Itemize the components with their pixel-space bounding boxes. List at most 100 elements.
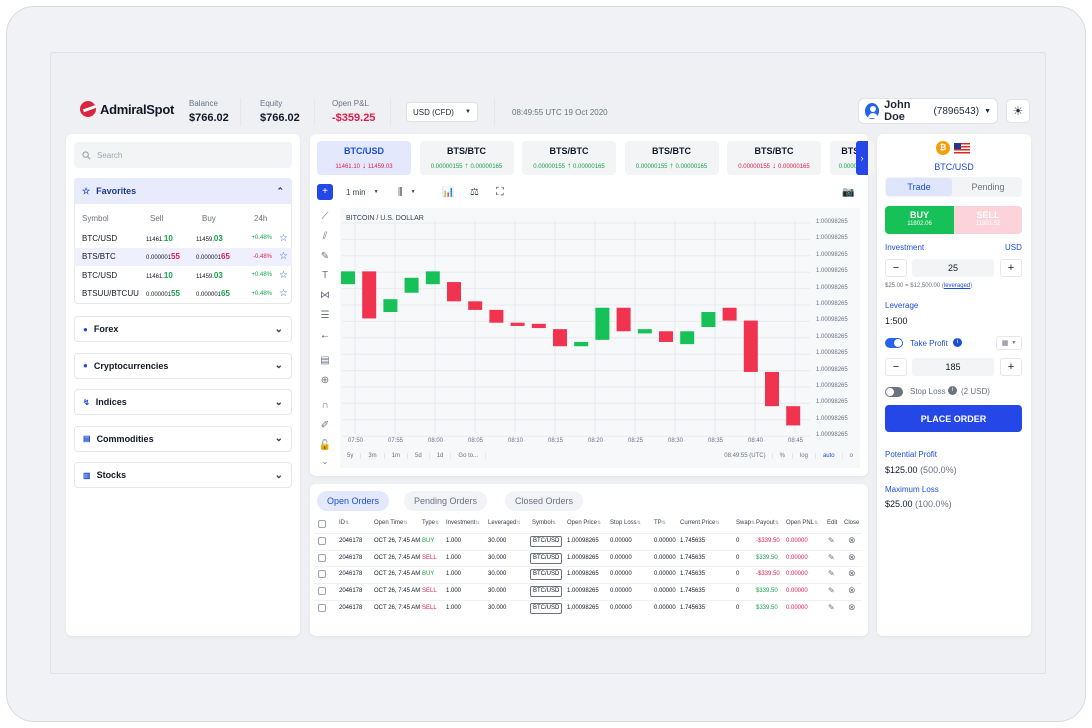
column-header[interactable]: Current Price⇅ [680,520,720,526]
column-header[interactable]: Leveraged⇅ [488,520,521,526]
ticker-card[interactable]: BTC/USD 11461.10 ↓ 11459.03 [317,141,411,175]
edit-icon[interactable]: ✎ [828,602,835,612]
zoom-in-icon[interactable]: ⊕ [320,375,330,386]
leveraged-link[interactable]: leveraged [943,283,971,289]
buy-button[interactable]: BUY 11802.06 [885,206,954,234]
info-icon[interactable]: i [948,386,957,395]
place-order-button[interactable]: PLACE ORDER [885,405,1022,432]
fullscreen-button[interactable]: ⛶ [496,184,504,200]
tab-pending-orders[interactable]: Pending Orders [404,491,488,511]
measure-tool-icon[interactable]: ▤ [320,355,330,366]
ticker-card[interactable]: BTS/BTC 0.00000155 ↑ 0.00000165 [419,141,514,175]
candle[interactable] [553,329,567,347]
fib-tool-icon[interactable]: ☰ [320,310,330,321]
candle[interactable] [574,341,589,347]
column-header[interactable]: Payout⇅ [756,520,779,526]
logo[interactable]: AdmiralSpot [80,101,174,117]
cell-sym[interactable]: BTC/USD [530,602,563,614]
arrow-left-icon[interactable]: ← [320,330,330,341]
ticker-next-button[interactable]: › [856,141,868,175]
row-checkbox[interactable] [318,587,326,596]
category-cryptocurrencies[interactable]: ● Cryptocurrencies ⌄ [74,352,292,379]
brush-tool-icon[interactable]: ✎ [320,251,330,262]
candle[interactable] [786,406,801,426]
column-header[interactable]: Open Time⇅ [374,520,408,526]
candle[interactable] [447,282,461,302]
range-button[interactable]: 1m [385,453,409,459]
interval-select[interactable]: 1 min ▼ [346,184,379,200]
user-menu[interactable]: John Doe (7896543) ▼ [858,98,998,124]
close-icon[interactable]: ⊗ [848,601,856,612]
candle[interactable] [722,307,737,321]
chart-option-button[interactable]: auto [814,453,842,459]
lock-icon[interactable]: 🔓 [318,440,332,451]
info-icon[interactable]: i [953,338,962,347]
take-profit-decrement-button[interactable]: − [885,358,907,376]
column-header[interactable]: Stop Loss⇅ [610,520,641,526]
favorite-row[interactable]: BTSUU/BTCUU 0.00000155 0.00000165 +0.48% ☆ [74,285,292,303]
column-header[interactable]: ID⇅ [339,520,349,526]
cell-sym[interactable]: BTC/USD [530,569,563,581]
close-icon[interactable]: ⊗ [848,585,856,596]
account-type-select[interactable]: USD (CFD) ▼ [406,102,478,122]
investment-decrement-button[interactable]: − [885,259,907,277]
tab-pending[interactable]: Pending [971,182,1005,192]
candle[interactable] [659,331,673,342]
stop-loss-toggle[interactable] [885,387,903,397]
column-header[interactable]: Close [844,520,859,526]
ticker-card[interactable]: BTS/BTC 0.00000155 ↓ 0.00000165 [727,141,821,175]
close-icon[interactable]: ⊗ [848,568,856,579]
cell-sym[interactable]: BTC/USD [530,552,563,564]
candle[interactable] [425,271,440,285]
table-row[interactable]: 2046178 OCT 26, 7:45 AM SELL 1.000 30.000 BTC… [314,549,862,566]
star-icon[interactable]: ☆ [279,288,288,299]
category-forex[interactable]: ● Forex ⌄ [74,316,292,342]
column-header[interactable]: Swap⇅ [736,520,755,526]
candle[interactable] [362,271,377,319]
edit-icon[interactable]: ✎ [828,569,835,579]
ticker-card[interactable]: BTS/BTC 0.00000155 ↑ 0.00000165 [522,141,616,175]
magnet-icon[interactable]: ∩ [321,400,329,411]
take-profit-increment-button[interactable]: + [1000,358,1022,376]
range-button[interactable]: 1d [430,453,452,459]
column-header[interactable]: Open PNL⇅ [786,520,818,526]
edit-icon[interactable]: ✎ [828,536,835,545]
star-icon[interactable]: ☆ [279,251,288,262]
table-row[interactable]: 2046178 OCT 26, 7:45 AM BUY 1.000 30.000 BTC/… [314,533,862,549]
table-row[interactable]: 2046178 OCT 26, 7:45 AM SELL 1.000 30.000 BTC… [314,583,862,599]
investment-increment-button[interactable]: + [1000,259,1022,277]
tab-open-orders[interactable]: Open Orders [317,491,390,511]
row-checkbox[interactable] [318,553,326,562]
candle[interactable] [341,271,355,285]
pattern-tool-icon[interactable]: ⋈ [320,290,330,301]
edit-icon[interactable]: ✎ [828,586,835,596]
table-row[interactable]: 2046178 OCT 26, 7:45 AM BUY 1.000 30.000 BTC/… [314,566,862,582]
candle[interactable] [765,371,779,407]
candle[interactable] [468,301,483,310]
close-icon[interactable]: ⊗ [848,551,856,562]
favorite-row[interactable]: BTS/BTC 0.00000155 0.00000165 -0.48% ☆ [74,247,292,266]
candle[interactable] [383,299,398,313]
take-profit-toggle[interactable] [885,338,903,348]
range-button[interactable]: 5y [340,453,362,459]
category-stocks[interactable]: ▥ Stocks ⌄ [74,462,292,488]
cell-sym[interactable]: BTC/USD [530,536,563,547]
column-header[interactable]: Open Price⇅ [567,520,601,526]
edit-icon[interactable]: ✎ [828,552,835,562]
chart-option-button[interactable]: o [841,453,860,459]
category-indices[interactable]: ↯ Indices ⌄ [74,389,292,415]
candle[interactable] [489,309,504,323]
tab-trade[interactable]: Trade [886,178,952,196]
column-header[interactable]: Investment⇅ [446,520,480,526]
candle[interactable] [404,277,419,293]
candle-type-select[interactable]: ⫼ ▼ [398,184,416,200]
candle[interactable] [616,307,631,332]
category-commodities[interactable]: ▤ Commodities ⌄ [74,425,292,452]
range-button[interactable]: 5d [408,453,430,459]
candle[interactable] [531,323,546,329]
column-header[interactable]: Type⇅ [422,520,439,526]
candle[interactable] [743,320,758,372]
column-header[interactable]: TP⇅ [654,520,666,526]
chart-option-button[interactable]: % [771,453,792,459]
screenshot-button[interactable]: 📷 [842,184,854,200]
